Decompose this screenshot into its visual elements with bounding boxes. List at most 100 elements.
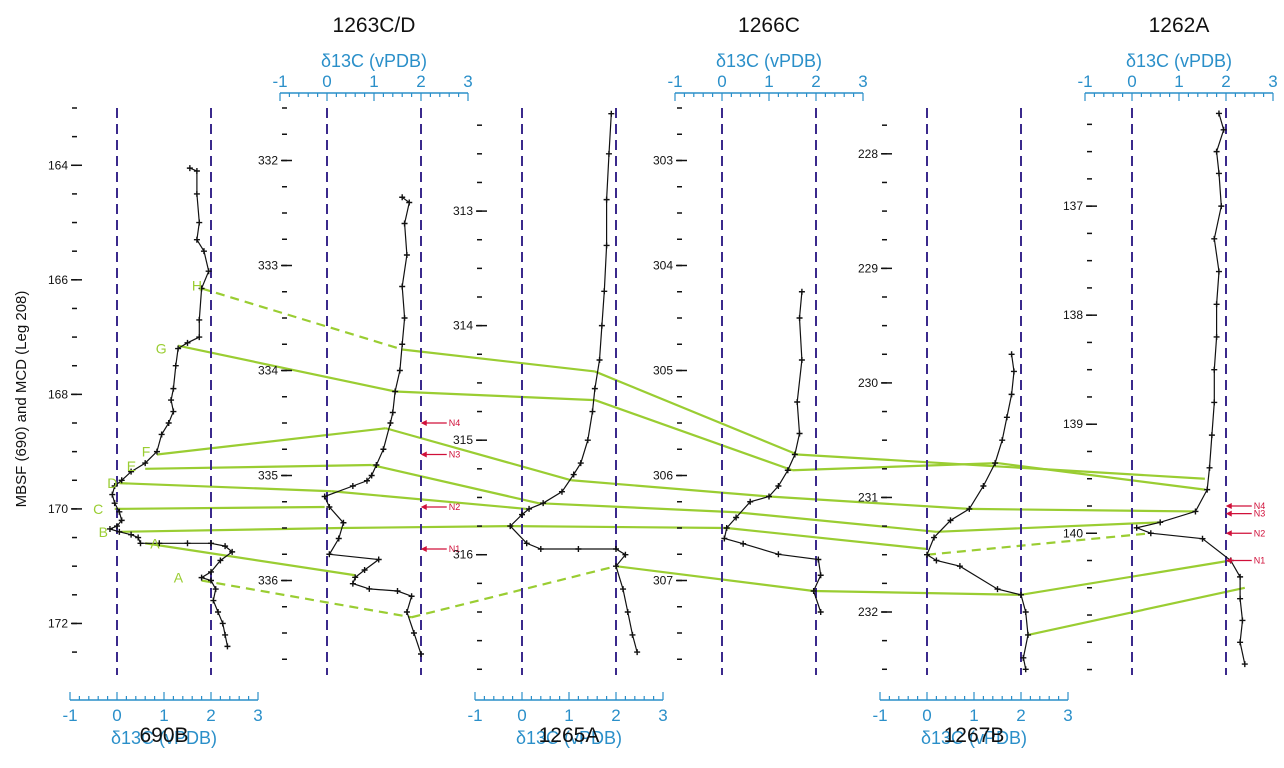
x-tick-label: 3 [1063,706,1072,725]
correlation-line [969,507,1196,513]
depth-tick-label: 231 [858,490,878,504]
sample-point [1237,573,1244,580]
sample-point [596,357,603,363]
correlation-line [341,524,513,530]
sample-point [198,574,205,581]
sample-point [128,468,135,475]
sample-point [589,408,596,415]
sample-point [222,631,229,638]
sample-point [740,540,747,547]
depth-tick-label: 303 [653,154,673,168]
sample-point [205,268,212,275]
sample-point [193,168,200,174]
sample-point [815,556,822,563]
correlation-line [385,427,572,482]
x-axis-title: δ13C (vPDB) [321,51,427,71]
depth-tick-label: 313 [453,204,473,218]
sample-point [558,488,565,495]
correlation-line [797,453,1205,480]
correlation-line [119,526,342,533]
correlation-line [402,348,595,373]
depth-tick-label: 307 [653,574,673,588]
sample-point [1204,486,1211,493]
sample-point [747,498,754,505]
sample-point [947,517,954,524]
depth-tick-label: 333 [258,259,278,273]
sample-point [396,367,403,374]
sample-point [775,551,782,558]
sample-point [537,546,544,552]
depth-tick-label: 304 [653,259,673,273]
sample-point [403,609,410,615]
sample-point [349,580,356,587]
sample-point [196,219,203,226]
marker-arrowhead [1225,530,1232,537]
sample-point [208,568,214,575]
depth-tick-label: 137 [1063,199,1083,213]
sample-point [352,574,359,581]
marker-label: N1 [449,544,461,554]
sample-point [956,563,963,570]
sample-point [196,316,203,323]
sample-point [766,493,772,500]
sample-point [1025,631,1032,638]
sample-point [193,236,200,243]
x-tick-label: 0 [517,706,526,725]
sample-point [399,283,406,290]
depth-tick-label: 335 [258,469,278,483]
marker-arrowhead [1225,502,1232,509]
sample-point [924,551,930,558]
y-axis-label: MBSF (690) and MCD (Leg 208) [13,291,30,508]
correlation-line [813,589,1022,596]
site-panel: 313 314 315 316 -1 0 1 2 3 δ13C (vPDB)1265A [453,108,668,748]
sample-point [229,548,236,555]
isotope-profile-line [323,196,422,655]
sample-point [624,609,631,615]
x-tick-label: -1 [467,706,482,725]
sample-point [175,345,182,352]
x-tick-label: 1 [159,706,168,725]
x-tick-label: 3 [463,72,472,91]
marker-label: N3 [1254,509,1266,519]
sample-point [106,525,113,532]
sample-point [215,609,222,615]
x-tick-label: 3 [658,706,667,725]
correlation-point-label: A [150,535,160,551]
site-title: 1262A [1149,14,1210,37]
sample-point [196,334,203,341]
sample-point [408,593,415,600]
sample-point [570,471,577,478]
x-tick-label: 1 [764,72,773,91]
sample-point [172,362,179,369]
sample-point [1237,639,1244,646]
x-axis-title: δ13C (vPDB) [516,728,622,748]
sample-point [1010,368,1017,375]
sample-point [118,477,125,484]
correlation-line [145,463,372,470]
site-title: 1265A [539,724,600,747]
sample-point [394,588,401,594]
sample-point [326,504,333,510]
x-tick-label: -1 [1077,72,1092,91]
sample-point [1147,530,1154,537]
sample-point [410,630,417,636]
isotope-profile-line [509,113,638,653]
site-panel: 228 229 230 231 232 -1 0 1 2 3 δ13C (vPDB)1267B [858,108,1073,748]
correlation-point-label: B [99,524,108,540]
depth-tick-label: 166 [48,273,68,287]
sample-point [403,252,410,258]
correlation-line [726,526,928,551]
x-tick-label: 1 [969,706,978,725]
sample-point [401,220,408,227]
sample-point [168,397,175,404]
sample-point [723,525,730,531]
sample-point [575,546,582,552]
marker-arrowhead [420,451,427,458]
sample-point [613,563,619,570]
site-title: 1266C [738,14,800,37]
marker-arrowhead [420,546,427,552]
sample-point [1211,399,1218,406]
sample-point [335,535,342,542]
